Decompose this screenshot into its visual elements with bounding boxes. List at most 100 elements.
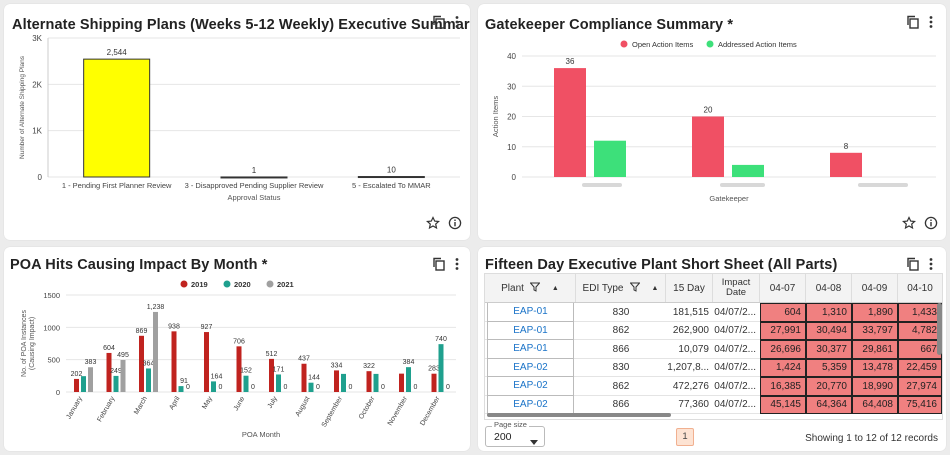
star-icon[interactable] [901,216,917,230]
cell-15-day: 10,079 [678,343,709,355]
bar-value-label: 0 [219,384,223,391]
x-tick-label: 1 - Pending First Planner Review [62,181,172,190]
bar [204,332,209,392]
cell-plant[interactable]: EAP-01 [487,321,574,340]
table-row[interactable]: EAP-01 862 262,900 04/07/2... 27,991 30,494 33… [485,321,942,340]
y-tick-label: 3K [32,34,42,43]
legend-label: Open Action Items [632,40,694,49]
more-vert-icon[interactable] [924,257,938,271]
cell-04-08: 5,359 [806,358,852,377]
vertical-scrollbar[interactable] [937,303,942,355]
bar-value-label: 383 [85,359,97,366]
cell-04-08: 20,770 [806,377,852,396]
x-tick-label: October [358,395,377,421]
cell-plant[interactable]: EAP-01 [487,340,574,359]
panel-gatekeeper: Gatekeeper Compliance Summary * 0 10 20 30 4… [478,4,946,240]
bar [178,386,184,392]
column-header-04-10[interactable]: 04-10 [898,274,942,302]
more-vert-icon[interactable] [450,15,464,29]
cell-15-day: 181,515 [672,306,709,318]
table-row[interactable]: EAP-02 862 472,276 04/07/2... 16,385 20,770 18… [485,377,942,396]
copy-icon[interactable] [432,257,446,271]
x-tick-label: February [96,395,116,423]
cell-edi-type: 862 [612,380,630,392]
legend-marker [223,280,231,288]
cell-plant[interactable]: EAP-02 [487,377,574,396]
y-tick-label: 1000 [43,323,60,332]
bar [243,375,249,392]
y-tick-label: 2K [32,80,42,89]
y-tick-label: 1K [32,127,42,136]
horizontal-scrollbar[interactable] [487,413,671,417]
cell-plant[interactable]: EAP-02 [487,358,574,377]
cell-04-08: 64,364 [806,395,852,414]
cell-04-09: 13,478 [852,358,898,377]
bar-value-label: 0 [251,384,255,391]
column-header-04-08[interactable]: 04-08 [806,274,852,302]
bar [153,311,158,392]
sort-icon[interactable]: ▲ [651,284,659,292]
x-tick-label: January [65,395,84,420]
y-tick-label: 0 [56,388,60,397]
column-header-label: 15 Day [673,282,705,294]
bar [357,176,425,179]
bar-value-label: 495 [117,352,129,359]
copy-icon[interactable] [906,15,920,29]
cell-edi-type: 830 [612,306,630,318]
cell-impact-date: 04/07/2... [714,399,756,411]
more-vert-icon[interactable] [924,15,938,29]
bar [139,335,144,392]
column-header-plant[interactable]: Plant ▲ [485,274,576,302]
bar-value-label: 869 [136,328,148,335]
copy-icon[interactable] [432,15,446,29]
x-tick-label: March [133,395,149,415]
column-header-15-day[interactable]: 15 Day [666,274,713,302]
pagination-current-page[interactable]: 1 [676,428,694,446]
x-tick-label-redacted [582,183,622,187]
filter-icon[interactable] [628,282,641,295]
x-tick-label: June [233,395,247,412]
column-header-04-07[interactable]: 04-07 [760,274,806,302]
star-icon[interactable] [425,216,441,230]
column-header-label: 04-07 [769,282,796,294]
table-row[interactable]: EAP-02 866 77,360 04/07/2... 45,145 64,364 64,… [485,395,942,414]
bar-value-label: 740 [435,336,447,343]
bar [146,368,151,392]
table-row[interactable]: EAP-01 866 10,079 04/07/2... 26,696 30,377 29,… [485,340,942,359]
bar-value-label: 384 [403,359,415,366]
cell-04-08: 30,377 [806,340,852,359]
bar-value-label: 249 [110,368,122,375]
grid-body: EAP-01 830 181,515 04/07/2... 604 1,310 1,890 1… [485,303,942,415]
x-axis-label: Gatekeeper [709,194,749,203]
cell-impact-date: 04/07/2... [714,325,756,337]
legend-marker [180,280,188,288]
table-row[interactable]: EAP-01 830 181,515 04/07/2... 604 1,310 1,890 1… [485,303,942,322]
y-axis-label: Action Items [491,96,500,138]
column-header-04-09[interactable]: 04-09 [852,274,898,302]
cell-plant[interactable]: EAP-02 [487,395,574,414]
more-vert-icon[interactable] [450,257,464,271]
bar-value-label: 0 [414,384,418,391]
column-header-impact-date[interactable]: Impact Date [713,274,760,302]
cell-impact-date: 04/07/2... [714,362,756,374]
bar-value-label: 152 [240,368,252,375]
copy-icon[interactable] [906,257,920,271]
info-icon[interactable] [924,216,938,230]
bar [171,331,177,392]
panel-title: POA Hits Causing Impact By Month * [10,257,268,273]
panel-alternate-shipping: Alternate Shipping Plans (Weeks 5-12 Wee… [4,4,470,240]
cell-plant[interactable]: EAP-01 [487,303,574,322]
page-size-select[interactable]: Page size 200 [485,420,545,447]
column-header-edi-type[interactable]: EDI Type ▲ [576,274,666,302]
sort-icon[interactable]: ▲ [551,284,559,292]
y-axis-label: No. of POA Instances [21,310,28,377]
x-axis-label: Approval Status [228,193,281,202]
cell-edi-type: 862 [612,325,630,337]
cell-impact-date: 04/07/2... [714,343,756,355]
table-row[interactable]: EAP-02 830 1,207,8... 04/07/2... 1,424 5,359 1… [485,358,942,377]
bar-value-label: 202 [71,371,83,378]
filter-icon[interactable] [529,282,541,295]
column-header-label: Plant [501,282,524,294]
cell-15-day: 77,360 [678,399,709,411]
info-icon[interactable] [448,216,462,230]
